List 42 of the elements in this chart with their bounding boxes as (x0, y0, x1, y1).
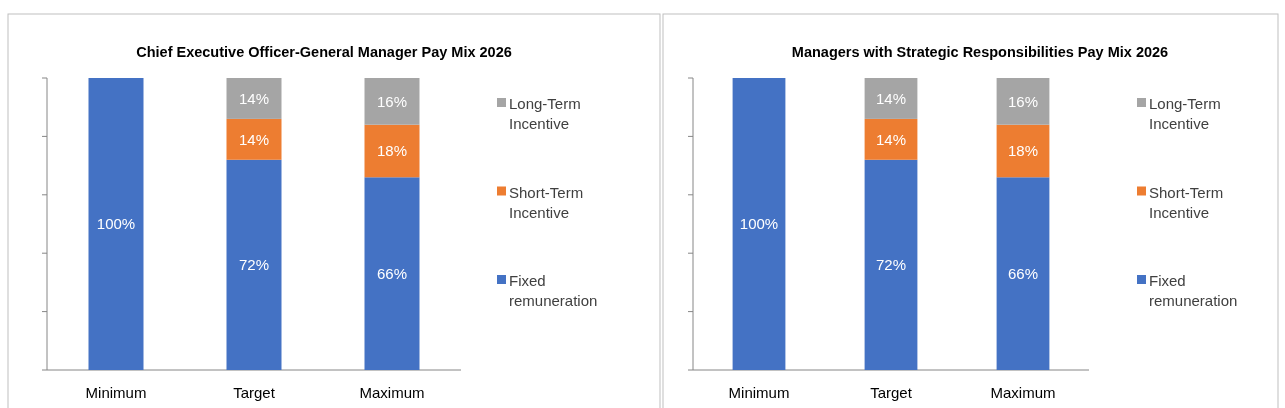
bar (364, 124, 420, 178)
data-label: 100% (96, 215, 136, 233)
data-label: 16% (376, 92, 408, 110)
legend-label: Short-Term Incentive (509, 183, 584, 221)
x-tick-label: Maximum (359, 384, 425, 401)
x-tick-label: Target (870, 384, 913, 401)
x-tick-label: Target (233, 384, 276, 401)
bar (226, 159, 282, 370)
data-label: 72% (238, 256, 270, 274)
data-label: 100% (739, 215, 779, 233)
data-label: 14% (238, 130, 270, 148)
bar (732, 78, 786, 370)
legend-label: Fixed remuneration (1149, 272, 1238, 309)
legend-label: Fixed remuneration (509, 272, 598, 309)
bar (226, 118, 282, 160)
data-label: 14% (875, 89, 907, 107)
legend-label: Short-Term Incentive (1149, 183, 1224, 221)
bar (364, 177, 420, 370)
bar (996, 124, 1050, 178)
bar (88, 78, 144, 370)
data-label: 66% (1007, 264, 1039, 282)
bar (226, 78, 282, 119)
data-label: 72% (875, 256, 907, 274)
bar (864, 78, 918, 119)
legend-label: Long-Term Incentive (1149, 95, 1221, 132)
x-tick-label: Minimum (85, 384, 147, 401)
chart-title: Chief Executive Officer-General Manager Pay Mix 2026 (136, 44, 512, 60)
x-tick-label: Maximum (990, 384, 1056, 401)
data-label: 16% (1007, 92, 1039, 110)
x-tick-label: Minimum (728, 384, 790, 401)
legend-label: Long-Term Incentive (509, 95, 581, 132)
data-label: 66% (376, 264, 408, 282)
data-label: 18% (1007, 142, 1039, 160)
bar (364, 78, 420, 125)
data-label: 18% (376, 142, 408, 160)
data-label: 14% (875, 130, 907, 148)
chart-title: Managers with Strategic Responsibilities Pay Mix 2026 (791, 44, 1169, 60)
bar (996, 78, 1050, 125)
bar (864, 159, 918, 370)
bar (996, 177, 1050, 370)
data-label: 14% (238, 89, 270, 107)
bar (864, 118, 918, 160)
